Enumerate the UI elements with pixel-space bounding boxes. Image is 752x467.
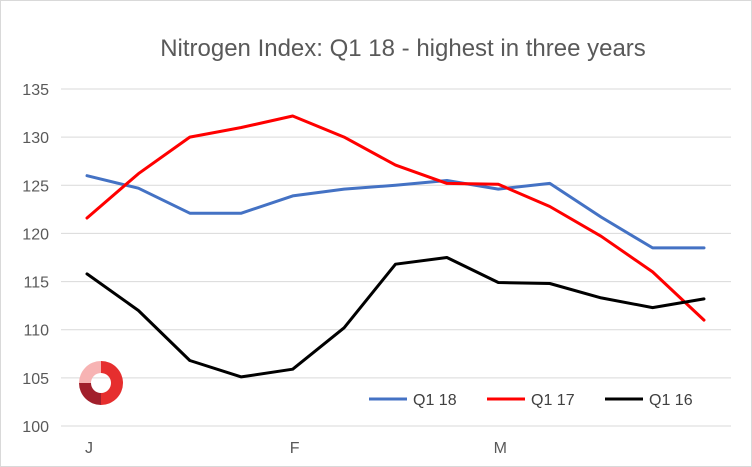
legend: Q1 18 Q1 17 Q1 16 xyxy=(369,392,693,409)
ring-logo-icon xyxy=(79,361,123,405)
y-tick-label: 130 xyxy=(22,130,49,147)
legend-label: Q1 17 xyxy=(531,392,575,409)
series-lines xyxy=(85,114,706,379)
y-tick-label: 115 xyxy=(23,275,49,292)
x-tick-label: M xyxy=(494,440,507,457)
y-tick-label: 125 xyxy=(22,178,49,195)
logo-segment-bright xyxy=(101,361,123,383)
x-tick-label: J xyxy=(85,440,93,457)
legend-label: Q1 18 xyxy=(413,392,457,409)
series-line-q1-17 xyxy=(85,114,706,322)
legend-label: Q1 16 xyxy=(649,392,693,409)
y-tick-label: 100 xyxy=(22,419,49,436)
y-axis-ticks: 100 105 110 115 120 125 130 135 xyxy=(22,82,49,436)
x-tick-label: F xyxy=(290,440,300,457)
logo-segment-light xyxy=(79,361,101,383)
chart-title: Nitrogen Index: Q1 18 - highest in three… xyxy=(160,35,646,62)
y-tick-label: 105 xyxy=(22,371,49,388)
y-tick-label: 110 xyxy=(23,323,49,340)
series-line-q1-18 xyxy=(85,174,706,250)
logo-segment-dark-2 xyxy=(79,383,101,405)
y-tick-label: 135 xyxy=(22,82,49,99)
y-tick-label: 120 xyxy=(22,226,49,243)
logo-segment-dark xyxy=(101,383,123,405)
series-line-q1-16 xyxy=(85,256,706,379)
